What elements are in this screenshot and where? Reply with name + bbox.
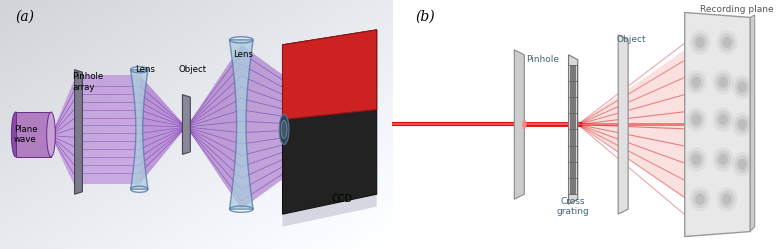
Ellipse shape <box>688 73 704 91</box>
Ellipse shape <box>281 121 287 138</box>
Ellipse shape <box>12 112 20 157</box>
Ellipse shape <box>722 37 732 48</box>
Text: Lens: Lens <box>135 65 155 74</box>
Polygon shape <box>75 70 82 194</box>
Ellipse shape <box>685 70 707 95</box>
Polygon shape <box>578 50 685 124</box>
Polygon shape <box>283 30 377 214</box>
Polygon shape <box>283 192 377 227</box>
Polygon shape <box>78 75 139 184</box>
Text: Object: Object <box>616 35 646 44</box>
Polygon shape <box>229 40 253 209</box>
Text: Recording plane: Recording plane <box>699 5 773 14</box>
Ellipse shape <box>716 111 731 128</box>
Ellipse shape <box>719 154 728 165</box>
Ellipse shape <box>685 147 707 172</box>
Text: (b): (b) <box>416 10 435 24</box>
Ellipse shape <box>737 82 747 93</box>
Text: Lens: Lens <box>233 50 253 59</box>
Text: Pinhole: Pinhole <box>526 55 559 64</box>
Ellipse shape <box>732 152 753 177</box>
Polygon shape <box>51 70 78 194</box>
Ellipse shape <box>732 112 753 137</box>
Ellipse shape <box>713 147 733 172</box>
Polygon shape <box>242 45 283 209</box>
Polygon shape <box>16 112 51 157</box>
Ellipse shape <box>732 75 753 99</box>
Ellipse shape <box>695 37 705 48</box>
Ellipse shape <box>692 76 701 88</box>
Polygon shape <box>186 45 242 209</box>
Text: Object: Object <box>179 65 207 74</box>
Text: Pinhole
array: Pinhole array <box>72 72 104 92</box>
Polygon shape <box>618 35 628 214</box>
Ellipse shape <box>685 107 707 132</box>
Text: Cross
grating: Cross grating <box>557 197 590 216</box>
Polygon shape <box>183 95 190 154</box>
Polygon shape <box>685 12 750 237</box>
Polygon shape <box>578 124 685 199</box>
Polygon shape <box>569 55 578 204</box>
Ellipse shape <box>688 111 704 128</box>
Ellipse shape <box>722 194 732 205</box>
Ellipse shape <box>713 70 733 95</box>
Polygon shape <box>131 70 148 189</box>
Ellipse shape <box>692 190 708 208</box>
Polygon shape <box>750 15 754 232</box>
Ellipse shape <box>716 30 737 55</box>
Ellipse shape <box>522 120 527 129</box>
Polygon shape <box>514 50 524 199</box>
Ellipse shape <box>735 155 750 173</box>
Polygon shape <box>283 30 377 120</box>
Ellipse shape <box>692 154 701 165</box>
Text: Plane
wave: Plane wave <box>14 125 37 144</box>
Ellipse shape <box>688 150 704 168</box>
Ellipse shape <box>719 114 728 125</box>
Ellipse shape <box>737 119 747 130</box>
Ellipse shape <box>689 187 711 211</box>
Ellipse shape <box>735 116 750 133</box>
Text: (a): (a) <box>16 10 35 24</box>
Ellipse shape <box>735 78 750 96</box>
Ellipse shape <box>689 30 711 55</box>
Ellipse shape <box>737 159 747 170</box>
Ellipse shape <box>692 33 708 51</box>
Ellipse shape <box>716 187 737 211</box>
Ellipse shape <box>279 115 289 144</box>
Ellipse shape <box>719 76 728 88</box>
Ellipse shape <box>695 194 705 205</box>
Ellipse shape <box>716 73 731 91</box>
Ellipse shape <box>720 190 735 208</box>
Ellipse shape <box>47 112 55 157</box>
Ellipse shape <box>716 150 731 168</box>
Polygon shape <box>139 75 186 184</box>
Ellipse shape <box>713 107 733 132</box>
Ellipse shape <box>720 33 735 51</box>
Ellipse shape <box>692 114 701 125</box>
Text: CCD: CCD <box>332 194 353 204</box>
